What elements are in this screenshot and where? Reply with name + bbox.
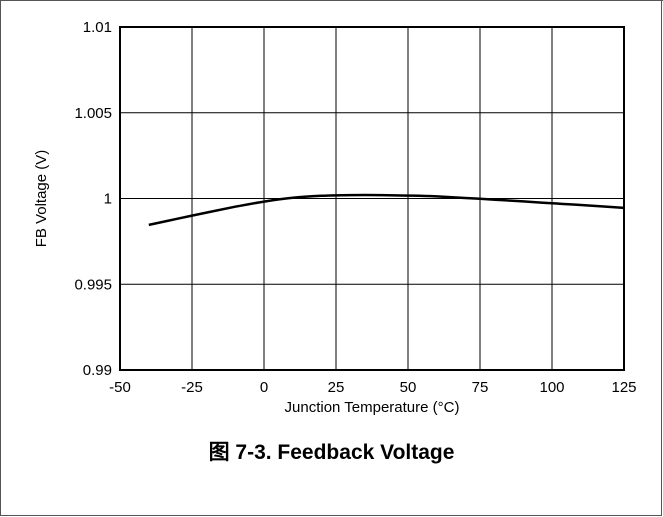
x-tick-label: 0 <box>260 379 268 396</box>
y-tick-label: 0.995 <box>74 276 112 293</box>
chart-title: 图 7-3. Feedback Voltage <box>208 441 455 464</box>
y-tick-label: 1.005 <box>74 105 112 122</box>
x-tick-label: 50 <box>400 379 417 396</box>
x-tick-label: -25 <box>181 379 203 396</box>
y-tick-label: 0.99 <box>83 362 112 379</box>
x-tick-label: 100 <box>539 379 564 396</box>
y-axis-label: FB Voltage (V) <box>33 150 50 248</box>
y-tick-labels: 1.01 1.005 1 0.995 0.99 <box>74 19 112 379</box>
series-line <box>148 193 625 227</box>
x-tick-label: 25 <box>328 379 345 396</box>
plot-area <box>119 26 625 371</box>
y-tick-label: 1.01 <box>83 19 112 36</box>
x-tick-label: 125 <box>611 379 636 396</box>
grid <box>120 27 624 370</box>
x-tick-label: -50 <box>109 379 131 396</box>
y-tick-label: 1 <box>104 191 112 208</box>
x-axis-label: Junction Temperature (°C) <box>285 399 460 416</box>
x-tick-labels: -50 -25 0 25 50 75 100 125 <box>109 379 636 396</box>
chart: -50 -25 0 25 50 75 100 125 1.011.00510.9950.99 … <box>33 19 637 416</box>
x-tick-label: 75 <box>472 379 489 396</box>
